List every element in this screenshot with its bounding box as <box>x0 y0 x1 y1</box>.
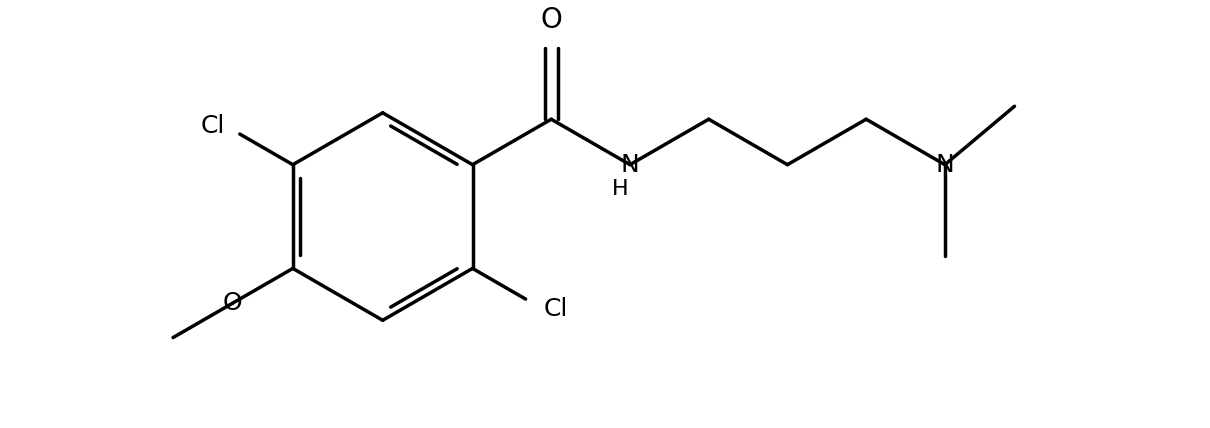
Text: N: N <box>621 153 639 177</box>
Text: O: O <box>541 6 563 35</box>
Text: Cl: Cl <box>543 297 567 321</box>
Text: O: O <box>223 291 243 315</box>
Text: N: N <box>935 153 955 177</box>
Text: H: H <box>612 179 628 199</box>
Text: Cl: Cl <box>201 114 225 138</box>
